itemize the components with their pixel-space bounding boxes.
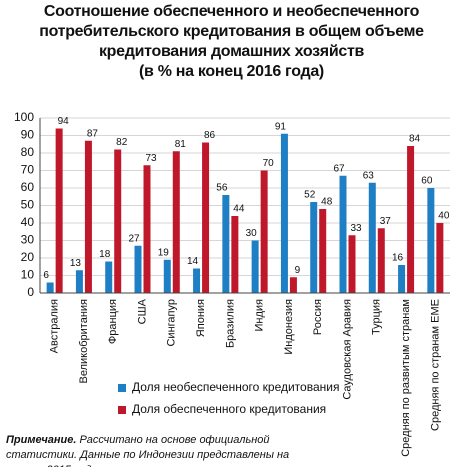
- bar: [348, 235, 356, 293]
- bar: [436, 223, 444, 293]
- bar: [193, 268, 201, 293]
- value-label: 27: [128, 233, 140, 244]
- y-tick-label: 0: [27, 285, 34, 299]
- bar: [222, 195, 230, 293]
- legend-label: Доля необеспеченного кредитования: [132, 380, 339, 394]
- y-tick-label: 10: [21, 268, 35, 282]
- chart-title: Соотношение обеспеченного и необеспеченн…: [39, 3, 424, 60]
- bar: [310, 202, 318, 293]
- bar: [134, 245, 142, 293]
- x-tick-label: Сингапур: [166, 299, 178, 347]
- value-label: 91: [275, 121, 287, 132]
- title-block: Соотношение обеспеченного и необеспеченн…: [0, 2, 463, 82]
- value-label: 52: [304, 190, 316, 201]
- x-tick-label: Россия: [312, 299, 324, 335]
- x-tick-label: Япония: [195, 299, 207, 337]
- value-label: 86: [204, 130, 216, 141]
- value-label: 70: [263, 158, 275, 169]
- value-label: 56: [216, 183, 228, 194]
- bar: [339, 175, 347, 293]
- bar: [114, 149, 122, 293]
- value-label: 94: [58, 116, 70, 127]
- value-label: 14: [187, 256, 199, 267]
- bar: [105, 261, 113, 293]
- bar: [251, 240, 259, 293]
- value-label: 13: [70, 258, 82, 269]
- bar: [231, 216, 239, 293]
- y-tick-label: 30: [21, 233, 35, 247]
- value-label: 63: [363, 170, 375, 181]
- y-tick-label: 70: [21, 163, 35, 177]
- bar: [280, 133, 288, 293]
- value-label: 19: [158, 247, 170, 258]
- value-label: 82: [116, 137, 128, 148]
- value-label: 87: [87, 128, 99, 139]
- bar: [46, 282, 54, 293]
- legend-swatch: [118, 384, 126, 392]
- bar: [172, 151, 180, 293]
- bar: [398, 265, 406, 293]
- y-tick-label: 80: [21, 145, 35, 159]
- x-tick-label: Великобритания: [78, 299, 90, 384]
- bar: [427, 188, 435, 293]
- bar: [319, 209, 327, 293]
- y-tick-label: 90: [21, 128, 35, 142]
- bar: [368, 182, 376, 293]
- value-label: 73: [145, 153, 157, 164]
- value-label: 33: [350, 223, 362, 234]
- legend-label: Доля обеспеченного кредитования: [132, 402, 326, 416]
- value-label: 60: [421, 176, 433, 187]
- value-label: 84: [409, 134, 421, 145]
- x-tick-label: Саудовская Аравия: [341, 299, 353, 400]
- bar: [202, 142, 210, 293]
- value-label: 16: [392, 253, 404, 264]
- value-label: 37: [380, 216, 392, 227]
- y-tick-label: 20: [21, 250, 35, 264]
- note-label: Примечание.: [6, 434, 77, 446]
- bar: [84, 140, 92, 293]
- bar: [143, 165, 151, 293]
- x-tick-label: Турция: [371, 299, 383, 335]
- value-label: 6: [43, 270, 49, 281]
- note: Примечание. Рассчитано на основе официал…: [6, 433, 306, 467]
- x-tick-label: Франция: [107, 299, 119, 344]
- x-tick-label: Индия: [254, 299, 266, 332]
- y-tick-label: 100: [14, 110, 34, 124]
- bar: [407, 146, 415, 293]
- x-tick-label: Средняя по странам EME: [429, 299, 441, 431]
- bar: [75, 270, 83, 293]
- y-tick-label: 40: [21, 215, 35, 229]
- bar: [163, 259, 171, 293]
- y-tick-label: 60: [21, 180, 35, 194]
- note-text: Рассчитано на основе официальной статист…: [6, 434, 290, 467]
- value-label: 30: [246, 228, 258, 239]
- value-label: 40: [438, 211, 450, 222]
- value-label: 81: [175, 139, 187, 150]
- x-tick-label: Индонезия: [283, 299, 295, 355]
- legend-swatch: [118, 406, 126, 414]
- chart-subtitle: (в % на конец 2016 года): [139, 63, 324, 80]
- x-tick-label: Бразилия: [224, 299, 236, 348]
- bar: [289, 277, 297, 293]
- value-label: 67: [333, 163, 345, 174]
- value-label: 18: [99, 249, 111, 260]
- bar: [260, 170, 268, 293]
- x-tick-label: Средняя по развитым странам: [400, 299, 412, 457]
- bar: [55, 128, 63, 293]
- value-label: 9: [295, 265, 301, 276]
- value-label: 44: [233, 204, 245, 215]
- x-tick-label: США: [136, 298, 148, 324]
- value-label: 48: [321, 197, 333, 208]
- y-tick-label: 50: [21, 198, 35, 212]
- x-tick-label: Австралия: [49, 299, 61, 353]
- bar: [377, 228, 385, 293]
